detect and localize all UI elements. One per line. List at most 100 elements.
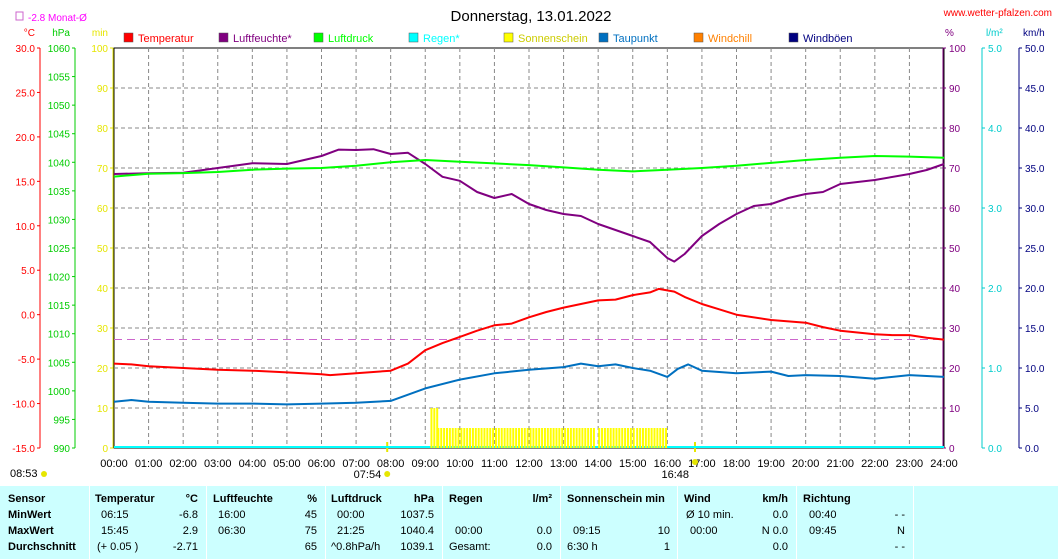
x-tick-label: 07:00 (342, 458, 370, 470)
axis-tick-label: 80 (949, 124, 961, 135)
sunshine-bar (632, 428, 635, 448)
axis-tick-label: 40 (949, 284, 961, 295)
legend-swatch (503, 32, 514, 43)
legend-label: Windböen (803, 33, 853, 45)
legend-label: Sonnenschein (518, 33, 588, 45)
current-time-label: 08:53 (10, 468, 38, 480)
sunset-label: 16:48 (661, 469, 689, 481)
sun-header: Sonnenschein min (567, 493, 665, 505)
series-line-taupunkt (113, 362, 945, 406)
x-tick-label: 20:00 (792, 458, 820, 470)
sunshine-bar (500, 428, 503, 448)
rain-max-time: 00:00 (455, 525, 483, 537)
x-tick-label: 12:00 (515, 458, 543, 470)
axis-tick-label: 20.0 (16, 133, 36, 144)
sunshine-bar (598, 428, 601, 448)
axis-tick-label: 20.0 (1025, 284, 1045, 295)
rain-total-label: Gesamt: (449, 541, 491, 553)
axis-tick-label: 40 (97, 284, 109, 295)
sunshine-bar (578, 428, 581, 448)
x-tick-label: 05:00 (273, 458, 301, 470)
wind-min-val: 0.0 (772, 509, 788, 521)
axis-tick-label: 1040 (48, 158, 71, 169)
press-max-val: 1040.4 (400, 525, 434, 537)
sunshine-bar (448, 428, 451, 448)
sunshine-bar (480, 428, 483, 448)
sunshine-bar (587, 428, 590, 448)
avg-legend-box (15, 11, 24, 21)
axis-tick-label: 10.0 (1025, 364, 1045, 375)
stats-table: Sensor MinWert MaxWert Durchschnitt Temp… (0, 486, 1058, 559)
axis-tick-label: 1055 (48, 73, 71, 84)
sunshine-bar (437, 428, 440, 448)
sunshine-bar (601, 428, 604, 448)
hum-min-time: 16:00 (218, 509, 246, 521)
x-tick-label: 15:00 (619, 458, 647, 470)
row-min: MinWert (8, 509, 52, 521)
dir-avg-val: - - (894, 541, 905, 553)
axis-tick-label: 30.0 (16, 44, 36, 55)
axis-tick-label: 1015 (48, 301, 71, 312)
axis-tick-label: 30 (97, 324, 109, 335)
axis-tick-label: 1005 (48, 358, 71, 369)
sunshine-bar (433, 408, 436, 448)
x-tick-label: 02:00 (169, 458, 197, 470)
sunshine-bar (546, 428, 549, 448)
legend-swatch (313, 32, 324, 43)
axis-tick-label: 0 (949, 444, 955, 455)
sunshine-bar (471, 428, 474, 448)
temp-max-time: 15:45 (101, 525, 129, 537)
x-tick-label: 24:00 (930, 458, 958, 470)
sunrise-label: 07:54 (354, 469, 382, 481)
x-tick-label: 13:00 (550, 458, 578, 470)
sunshine-bar (569, 428, 572, 448)
weather-chart: Donnerstag, 13.01.2022 www.wetter-pfalze… (10, 8, 1052, 481)
sunshine-bar (520, 428, 523, 448)
sunshine-bar (477, 428, 480, 448)
axis-tick-label: 70 (949, 164, 961, 175)
axis-tick-label: 1010 (48, 330, 71, 341)
axis-tick-label: 30.0 (1025, 204, 1045, 215)
source-link[interactable]: www.wetter-pfalzen.com (943, 8, 1052, 19)
x-tick-label: 14:00 (584, 458, 612, 470)
sunshine-bar (618, 428, 621, 448)
legend-label: Temperatur (138, 33, 194, 45)
rain-unit: l/m² (532, 493, 552, 505)
row-sensor: Sensor (8, 493, 46, 505)
axis-tick-label: 1060 (48, 44, 71, 55)
sunshine-bar (512, 428, 515, 448)
current-sun-icon (41, 471, 47, 477)
x-tick-label: 22:00 (861, 458, 889, 470)
x-tick-label: 19:00 (757, 458, 785, 470)
temp-header: Temperatur (95, 493, 155, 505)
temp-avg-val: -2.71 (172, 541, 198, 553)
x-tick-label: 03:00 (204, 458, 232, 470)
sunshine-bar (436, 408, 439, 448)
avg-note: -2.8 Monat-Ø (28, 13, 87, 24)
axis-tick-label: 10 (97, 404, 109, 415)
sunshine-bar (486, 428, 489, 448)
x-tick-label: 04:00 (239, 458, 267, 470)
sunshine-bar (469, 428, 472, 448)
sunshine-bar (483, 428, 486, 448)
x-tick-label: 01:00 (135, 458, 163, 470)
sun-total-label: 6:30 h (567, 541, 598, 553)
sunshine-bar (463, 428, 466, 448)
sunshine-bar (457, 428, 460, 448)
axis-tick-label: -10.0 (12, 400, 35, 411)
temp-min-val: -6.8 (179, 509, 198, 521)
axis-unit-label: °C (24, 28, 35, 39)
sunshine-bar (665, 428, 668, 448)
sunshine-bar (558, 428, 561, 448)
legend-label: Luftdruck (328, 33, 374, 45)
temp-max-val: 2.9 (182, 525, 198, 537)
wind-avg-label: Ø 10 min. (686, 509, 734, 521)
rain-max-val: 0.0 (536, 525, 552, 537)
axis-tick-label: 50 (97, 244, 109, 255)
sunshine-bar (494, 428, 497, 448)
axis-tick-label: 15.0 (1025, 324, 1045, 335)
sunset-sun-icon (692, 459, 698, 465)
axis-tick-label: 1000 (48, 387, 71, 398)
dir-max-time: 09:45 (809, 525, 837, 537)
sunshine-bar (515, 428, 518, 448)
